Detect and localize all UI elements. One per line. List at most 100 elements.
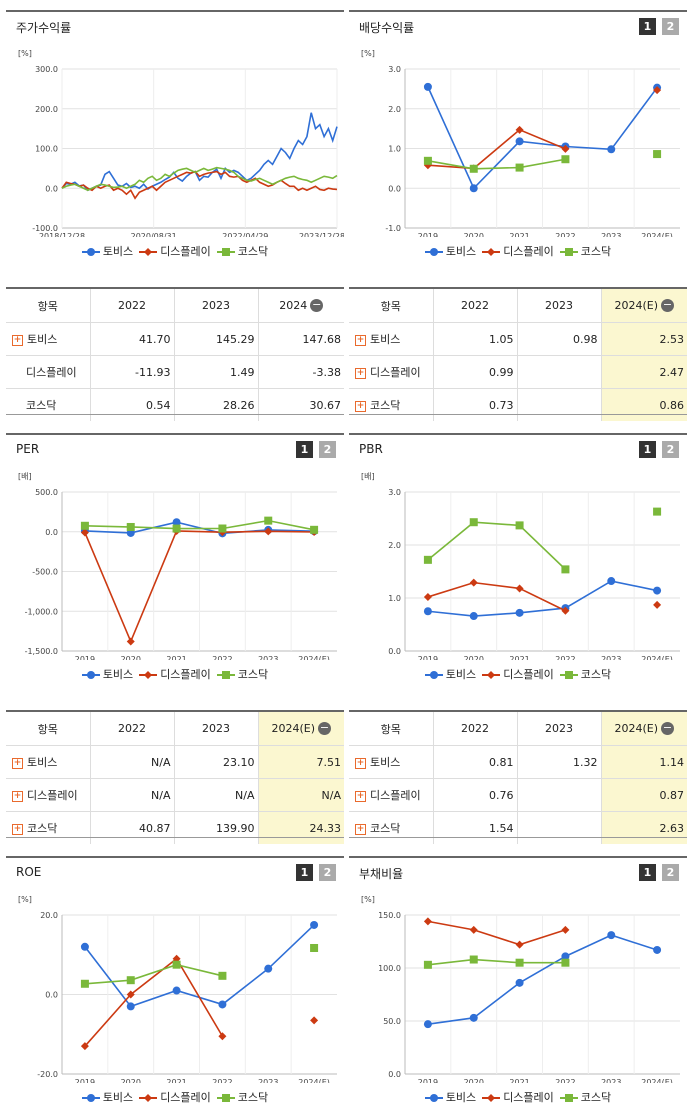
legend-marker-icon	[139, 1094, 158, 1102]
row-label[interactable]: + 디스플레이	[6, 778, 91, 812]
page-1-button[interactable]: 1	[296, 864, 313, 881]
table-cell: 41.70	[90, 322, 175, 356]
plus-icon[interactable]: +	[12, 790, 23, 802]
legend-marker-icon	[559, 1094, 578, 1102]
legend-marker-icon	[559, 671, 578, 679]
row-label[interactable]: + 토비스	[6, 745, 91, 779]
legend-item[interactable]: 코스닥	[216, 1091, 268, 1104]
x-tick-label: 2023	[258, 655, 278, 660]
plus-icon[interactable]: +	[355, 367, 366, 379]
row-label[interactable]: + 토비스	[349, 322, 434, 356]
legend: 토비스 디스플레이 코스닥	[349, 1089, 687, 1105]
legend-marker-icon	[424, 1094, 443, 1102]
y-tick-label: 100.0	[378, 964, 401, 973]
data-point	[126, 976, 135, 985]
legend-label: 디스플레이	[160, 668, 211, 681]
x-tick-label: 2018/12/28	[39, 232, 85, 237]
column-header: 2023	[174, 712, 259, 746]
x-tick-label: 2019	[75, 655, 95, 660]
legend-item[interactable]: 토비스	[424, 1091, 477, 1104]
legend-marker-icon	[81, 248, 100, 256]
legend-item[interactable]: 코스닥	[216, 245, 269, 258]
table-cell: 0.86	[601, 388, 687, 421]
legend-label: 코스닥	[237, 245, 269, 258]
data-point	[172, 986, 181, 995]
legend-item[interactable]: 디스플레이	[139, 668, 211, 681]
legend-item[interactable]: 디스플레이	[482, 1091, 554, 1104]
legend-item[interactable]: 코스닥	[559, 1091, 611, 1104]
y-tick-label: 0.0	[388, 184, 401, 193]
legend-item[interactable]: 디스플레이	[139, 245, 211, 258]
row-label[interactable]: + 코스닥	[349, 811, 434, 844]
plus-icon[interactable]: +	[355, 334, 366, 346]
page-1-button[interactable]: 1	[296, 441, 313, 458]
row-label[interactable]: + 토비스	[6, 322, 91, 356]
page-1-button[interactable]: 1	[639, 441, 656, 458]
plus-icon[interactable]: +	[12, 757, 23, 769]
data-point	[469, 955, 478, 964]
legend-label: 토비스	[445, 1091, 477, 1104]
data-point	[80, 942, 89, 951]
row-label[interactable]: + 코스닥	[6, 811, 91, 844]
column-header: 2023	[174, 289, 259, 323]
data-point	[653, 150, 662, 159]
data-point	[515, 137, 524, 146]
collapse-icon[interactable]: −	[310, 298, 324, 313]
legend-item[interactable]: 토비스	[81, 245, 133, 258]
data-point	[515, 584, 524, 593]
legend-item[interactable]: 토비스	[424, 245, 476, 258]
data-point	[264, 516, 273, 525]
collapse-icon[interactable]: −	[661, 721, 675, 736]
page-2-button[interactable]: 2	[662, 441, 679, 458]
page-1-button[interactable]: 1	[639, 18, 656, 35]
panel-title: 부채비율	[359, 867, 404, 881]
legend-marker	[564, 248, 573, 256]
table-cell: 1.49	[174, 355, 259, 389]
row-label[interactable]: + 디스플레이	[349, 778, 434, 812]
data-point	[423, 1020, 432, 1029]
page-2-button[interactable]: 2	[662, 18, 679, 35]
plus-icon[interactable]: +	[355, 757, 366, 769]
series-line	[84, 530, 315, 644]
page-2-button[interactable]: 2	[662, 864, 679, 881]
legend-item[interactable]: 코스닥	[559, 668, 611, 681]
column-header: 2022	[433, 289, 518, 323]
legend-marker	[487, 1094, 496, 1102]
page-2-button[interactable]: 2	[319, 864, 336, 881]
collapse-icon[interactable]: −	[318, 721, 332, 736]
data-point	[515, 940, 524, 949]
legend-item[interactable]: 코스닥	[216, 668, 268, 681]
row-label[interactable]: + 토비스	[349, 745, 434, 779]
plus-icon[interactable]: +	[12, 823, 23, 835]
row-label[interactable]: + 디스플레이	[349, 355, 434, 389]
legend-item[interactable]: 디스플레이	[139, 1091, 211, 1104]
panel-title: PBR	[359, 442, 383, 456]
legend-marker	[487, 671, 496, 679]
x-tick-label: 2024(E)	[641, 1078, 673, 1083]
column-header: 2024(E) −	[601, 289, 687, 323]
page-1-button[interactable]: 1	[639, 864, 656, 881]
data-point	[607, 577, 616, 586]
legend-marker	[221, 248, 230, 256]
plus-icon[interactable]: +	[355, 790, 366, 802]
collapse-icon[interactable]: −	[661, 298, 675, 313]
table-bottom-border	[6, 414, 344, 415]
legend-item[interactable]: 토비스	[81, 1091, 133, 1104]
axis-unit-label: [배]	[18, 472, 32, 481]
table-cell: 24.33	[258, 811, 344, 844]
y-tick-label: 2.0	[388, 105, 401, 114]
row-label[interactable]: + 코스닥	[349, 388, 434, 421]
plus-icon[interactable]: +	[355, 400, 366, 412]
data-table: 항목 2022 2023 2024(E) − + 토비스 N/A 23.10 7.51 + 디스플레이…	[6, 712, 344, 844]
legend-item[interactable]: 코스닥	[559, 245, 611, 258]
plus-icon[interactable]: +	[355, 823, 366, 835]
data-point	[310, 1016, 319, 1025]
legend-item[interactable]: 토비스	[424, 668, 476, 681]
legend-item[interactable]: 디스플레이	[482, 668, 554, 681]
plus-icon[interactable]: +	[12, 334, 23, 346]
legend-marker-icon	[216, 671, 235, 679]
legend-item[interactable]: 디스플레이	[482, 245, 554, 258]
legend-item[interactable]: 토비스	[81, 668, 133, 681]
legend-marker	[86, 248, 95, 256]
page-2-button[interactable]: 2	[319, 441, 336, 458]
